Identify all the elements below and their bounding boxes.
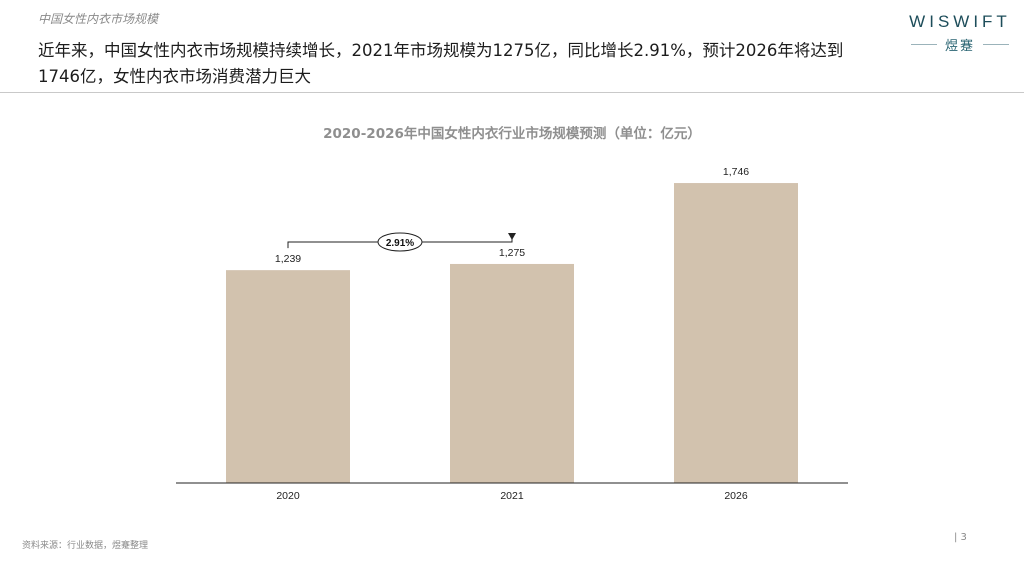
x-tick-2020: 2020	[276, 490, 300, 502]
brand-name-en: WISWIFT	[909, 12, 1011, 31]
section-label: 中国女性内衣市场规模	[38, 12, 159, 26]
chart-title: 2020-2026年中国女性内衣行业市场规模预测（单位：亿元）	[323, 126, 701, 142]
x-tick-2026: 2026	[724, 490, 748, 502]
growth-label: 2.91%	[386, 238, 414, 249]
header-divider	[0, 92, 1024, 93]
data-label-2021: 1,275	[499, 247, 525, 259]
bar-2020	[226, 270, 350, 483]
x-tick-2021: 2021	[500, 490, 524, 502]
growth-arrowhead	[508, 232, 516, 240]
headline: 近年来，中国女性内衣市场规模持续增长，2021年市场规模为1275亿，同比增长2…	[38, 41, 844, 86]
bar-2026	[674, 183, 798, 484]
brand-logo: WISWIFT 煜蹇	[905, 12, 1015, 54]
page-number: | 3	[954, 532, 967, 543]
bar-2021	[450, 263, 574, 483]
data-label-2020: 1,239	[275, 253, 301, 265]
data-label-2026: 1,746	[723, 166, 749, 178]
source-note: 资料来源：行业数据，煜蹇整理	[22, 541, 149, 551]
growth-badge	[377, 232, 423, 252]
brand-name-cn: 煜蹇	[944, 39, 975, 54]
